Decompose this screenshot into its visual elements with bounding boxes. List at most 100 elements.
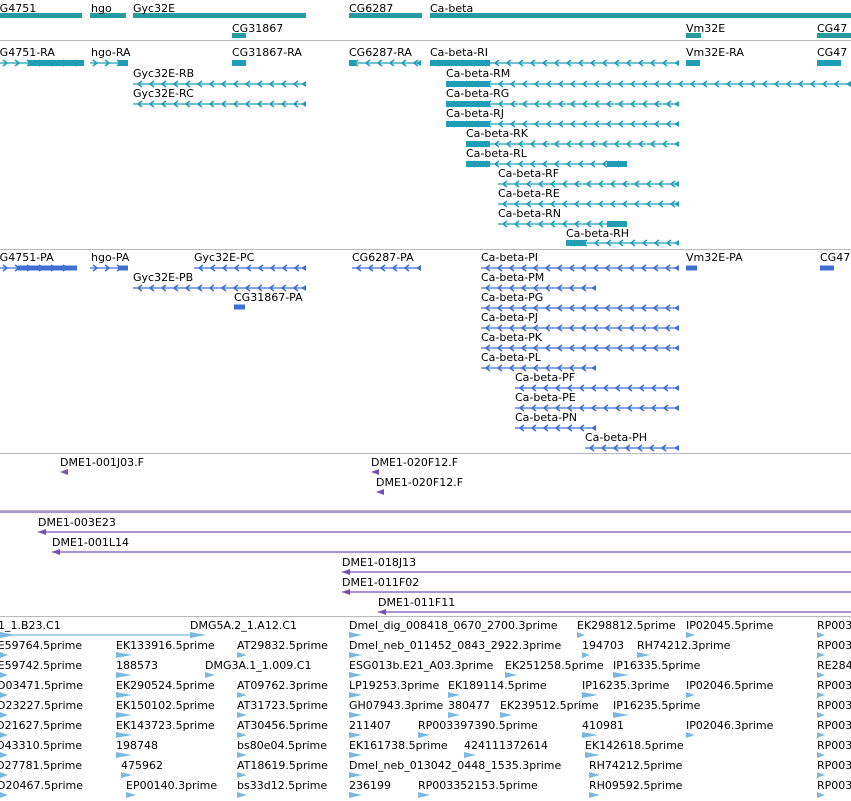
est-feature[interactable]: [237, 792, 247, 798]
est-feature[interactable]: [0, 732, 8, 738]
est-feature[interactable]: [349, 672, 362, 678]
est-label[interactable]: 475962: [121, 759, 163, 772]
est-label[interactable]: bs80e04.5prime: [237, 739, 328, 752]
est-feature[interactable]: [582, 732, 598, 738]
protein-label[interactable]: CG47: [820, 251, 851, 264]
gene-bar[interactable]: [686, 33, 701, 38]
est-label[interactable]: 424111372614: [464, 739, 548, 752]
est-feature[interactable]: [349, 732, 362, 738]
est-label[interactable]: 1_1.B23.C1: [0, 619, 61, 632]
gene-bar[interactable]: [817, 33, 851, 38]
est-label[interactable]: Dmel_neb_013042_0448_1535.3prime: [349, 759, 562, 772]
est-feature[interactable]: [505, 672, 517, 678]
est-label[interactable]: 410981: [582, 719, 624, 732]
clone-label[interactable]: DME1-001L14: [52, 536, 129, 549]
transcript-label[interactable]: CG47: [817, 46, 848, 59]
est-feature[interactable]: [613, 672, 629, 678]
transcript-label[interactable]: CG6287-RA: [349, 46, 412, 59]
est-feature[interactable]: [0, 712, 8, 718]
transcript-label[interactable]: Gyc32E-RC: [133, 87, 194, 100]
est-feature[interactable]: [817, 792, 825, 798]
est-label[interactable]: DMG3A.1_1.009.C1: [205, 659, 312, 672]
est-label[interactable]: RP003: [817, 639, 851, 652]
gene-label[interactable]: CG31867: [232, 22, 284, 35]
est-feature[interactable]: [613, 712, 629, 718]
est-feature[interactable]: [205, 672, 215, 678]
est-label[interactable]: Dmel_dig_008418_0670_2700.3prime: [349, 619, 558, 632]
est-label[interactable]: RP003: [817, 719, 851, 732]
est-feature[interactable]: [116, 752, 132, 758]
clone-feature[interactable]: [378, 609, 851, 615]
est-label[interactable]: RP003352153.5prime: [418, 779, 538, 792]
clone-feature[interactable]: [376, 489, 384, 495]
est-feature[interactable]: [817, 772, 825, 778]
protein-label[interactable]: Ca-beta-PG: [481, 291, 544, 304]
clone-label[interactable]: DME1-020F12.F: [371, 456, 459, 469]
est-label[interactable]: EK189114.5prime: [448, 679, 547, 692]
est-feature[interactable]: [0, 772, 8, 778]
transcript-label[interactable]: Ca-beta-RN: [498, 207, 562, 220]
gene-feature[interactable]: [90, 13, 126, 18]
gene-label[interactable]: Ca-beta: [430, 2, 474, 15]
protein-feature[interactable]: [352, 264, 421, 272]
est-label[interactable]: RH74212.5prime: [589, 759, 683, 772]
est-label[interactable]: EK290524.5prime: [116, 679, 215, 692]
transcript-label[interactable]: Ca-beta-RG: [446, 87, 510, 100]
protein-feature[interactable]: [0, 264, 77, 272]
gene-label[interactable]: CG47: [817, 22, 848, 35]
clone-feature[interactable]: [342, 569, 851, 575]
est-label[interactable]: SD23227.5prime: [0, 699, 83, 712]
est-label[interactable]: 211407: [349, 719, 391, 732]
gene-label[interactable]: Gyc32E: [133, 2, 176, 15]
transcript-feature[interactable]: [498, 220, 627, 228]
est-label[interactable]: ESG013b.E21_A03.3prime: [349, 659, 494, 672]
est-feature[interactable]: [637, 652, 650, 658]
gene-feature[interactable]: [0, 13, 82, 18]
clone-feature[interactable]: [342, 589, 851, 595]
transcript-label[interactable]: Ca-beta-RL: [466, 147, 527, 160]
clone-label[interactable]: DME1-001J03.F: [60, 456, 144, 469]
est-feature[interactable]: [448, 692, 460, 698]
est-feature[interactable]: [500, 712, 512, 718]
transcript-label[interactable]: CG4751-RA: [0, 46, 55, 59]
est-label[interactable]: EK142618.5prime: [585, 739, 684, 752]
est-feature[interactable]: [349, 652, 362, 658]
est-feature[interactable]: [237, 712, 247, 718]
clone-feature[interactable]: [38, 529, 851, 535]
transcript-feature[interactable]: [90, 59, 128, 67]
protein-feature[interactable]: [90, 264, 128, 272]
est-feature[interactable]: [686, 732, 695, 738]
est-feature[interactable]: [116, 652, 132, 658]
gene-label[interactable]: hgo: [91, 2, 112, 15]
est-feature[interactable]: [418, 792, 430, 798]
est-label[interactable]: 380477: [448, 699, 490, 712]
est-feature[interactable]: [686, 692, 695, 698]
protein-label[interactable]: Ca-beta-PF: [515, 371, 576, 384]
est-feature[interactable]: [190, 632, 206, 638]
est-label[interactable]: AT09762.3prime: [237, 679, 328, 692]
est-feature[interactable]: [116, 712, 132, 718]
protein-feature[interactable]: [481, 324, 679, 332]
transcript-feature[interactable]: [349, 59, 421, 67]
est-label[interactable]: EP00140.3prime: [126, 779, 218, 792]
est-label[interactable]: EK133916.5prime: [116, 639, 215, 652]
est-label[interactable]: EK298812.5prime: [577, 619, 676, 632]
protein-label[interactable]: Ca-beta-PJ: [481, 311, 539, 324]
est-label[interactable]: RP003397390.5prime: [418, 719, 538, 732]
clone-label[interactable]: DME1-020F12.F: [376, 476, 464, 489]
est-label[interactable]: EK251258.5prime: [505, 659, 604, 672]
transcript-feature[interactable]: [232, 60, 246, 66]
est-label[interactable]: RP003: [817, 679, 851, 692]
est-feature[interactable]: [237, 752, 247, 758]
protein-feature[interactable]: [481, 364, 596, 372]
est-feature[interactable]: [349, 772, 362, 778]
gene-feature[interactable]: [686, 33, 701, 38]
est-label[interactable]: AT30456.5prime: [237, 719, 328, 732]
gene-bar[interactable]: [90, 13, 126, 18]
clone-label[interactable]: DME1-011F11: [378, 596, 456, 609]
transcript-label[interactable]: Vm32E-RA: [686, 46, 744, 59]
gene-bar[interactable]: [232, 33, 246, 38]
est-label[interactable]: IP02045.5prime: [686, 619, 774, 632]
est-label[interactable]: EK150102.5prime: [116, 699, 215, 712]
